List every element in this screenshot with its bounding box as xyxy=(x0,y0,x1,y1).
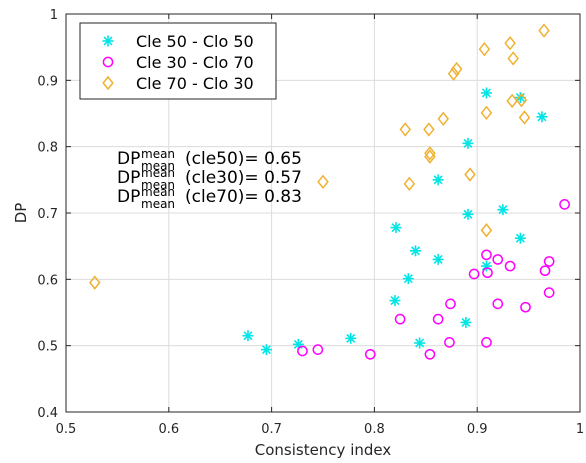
circle-data-point xyxy=(543,256,555,267)
x-axis-label: Consistency index xyxy=(255,441,392,459)
asterisk-data-point xyxy=(432,174,444,186)
y-tick-label: 0.6 xyxy=(37,273,58,288)
legend-diamond-marker xyxy=(102,75,114,91)
asterisk-data-point xyxy=(345,332,357,344)
x-tick-label: 0.7 xyxy=(261,422,282,437)
y-tick-label: 1 xyxy=(50,8,58,23)
diamond-data-point xyxy=(478,41,491,57)
mean-annotation-value: (cle30)= 0.57 xyxy=(185,168,302,188)
mean-annotation-subscript: mean xyxy=(141,178,175,192)
diamond-data-point xyxy=(504,35,516,51)
mean-annotation-value: (cle70)= 0.83 xyxy=(185,187,302,207)
diamond-data-point xyxy=(538,23,550,38)
diamond-data-point xyxy=(317,174,329,190)
y-tick-label: 0.4 xyxy=(37,406,58,421)
circle-data-point xyxy=(445,298,456,310)
circle-data-point xyxy=(481,249,492,261)
mean-annotation-superscript: mean xyxy=(141,166,175,180)
y-tick-labels: 0.4 0.5 0.6 0.7 0.8 0.9 1 xyxy=(37,8,58,421)
x-tick-label: 0.6 xyxy=(158,422,179,437)
circle-data-point xyxy=(297,345,308,357)
legend-label: Cle 70 - Clo 30 xyxy=(136,74,254,93)
asterisk-data-point xyxy=(432,253,444,265)
x-tick-labels: 0.5 0.6 0.7 0.8 0.9 1 xyxy=(56,422,584,437)
diamond-data-point xyxy=(437,111,450,127)
asterisk-data-point xyxy=(410,245,422,257)
y-axis-label: DP xyxy=(12,203,30,224)
circle-data-point xyxy=(559,199,570,210)
asterisk-data-point xyxy=(260,344,272,356)
diamond-data-point xyxy=(424,149,436,164)
x-tick-label: 0.5 xyxy=(56,422,77,437)
y-tick-label: 0.5 xyxy=(37,340,58,355)
diamond-data-point xyxy=(518,110,531,125)
circle-data-point xyxy=(543,287,555,298)
diamond-data-point xyxy=(480,223,493,238)
legend-circle-marker xyxy=(102,56,114,68)
plot-frame xyxy=(65,13,581,413)
circle-data-point xyxy=(492,298,504,310)
circle-data-point xyxy=(364,348,376,360)
y-tick-label: 0.8 xyxy=(37,141,58,156)
asterisk-data-point xyxy=(462,208,474,220)
diamond-data-point xyxy=(424,146,436,161)
y-tick-label: 0.7 xyxy=(37,207,58,222)
asterisk-data-point xyxy=(462,137,474,149)
y-tick-label: 0.9 xyxy=(37,74,58,89)
asterisk-data-point xyxy=(480,87,492,99)
legend-label: Cle 50 - Clo 50 xyxy=(136,32,254,51)
diamond-data-point xyxy=(89,275,101,290)
asterisk-data-point xyxy=(389,295,401,307)
circle-data-point xyxy=(468,268,480,280)
mean-annotation: DP xyxy=(117,187,140,207)
circle-data-point xyxy=(504,260,516,272)
diamond-data-point xyxy=(447,66,460,81)
legend-label: Cle 30 - Clo 70 xyxy=(136,53,254,72)
legend-asterisk-marker xyxy=(102,35,114,47)
diamond-data-point xyxy=(506,93,518,109)
circle-data-point xyxy=(394,313,406,325)
mean-annotation: DP xyxy=(117,149,140,169)
asterisk-data-point xyxy=(514,232,526,244)
legend: Cle 50 - Clo 50 Cle 30 - Clo 70 Cle 70 - C… xyxy=(79,22,277,100)
mean-annotation: DP xyxy=(117,168,140,188)
circle-data-point xyxy=(492,254,504,265)
circle-data-point xyxy=(520,301,531,313)
circle-data-point xyxy=(424,348,436,360)
circle-data-point xyxy=(444,337,455,348)
diamond-data-point xyxy=(480,105,493,121)
asterisk-data-point xyxy=(536,111,548,123)
asterisk-data-point xyxy=(402,273,414,285)
data-markers xyxy=(89,23,570,360)
circle-data-point xyxy=(482,267,493,279)
circle-data-point xyxy=(481,337,492,348)
diamond-data-point xyxy=(515,93,528,108)
diamond-data-point xyxy=(450,61,463,77)
x-tick-label: 0.9 xyxy=(467,422,488,437)
legend-items: Cle 50 - Clo 50 Cle 30 - Clo 70 Cle 70 - C… xyxy=(102,32,254,93)
asterisk-data-point xyxy=(414,337,426,349)
asterisk-data-point xyxy=(242,330,254,342)
diamond-data-point xyxy=(399,122,412,137)
mean-annotation-superscript: mean xyxy=(141,185,175,199)
x-tick-label: 1 xyxy=(576,422,584,437)
asterisk-data-point xyxy=(390,222,402,234)
circle-data-point xyxy=(432,313,444,325)
diamond-data-point xyxy=(403,176,416,192)
mean-annotation-superscript: mean xyxy=(141,147,175,161)
asterisk-data-point xyxy=(460,316,472,328)
circle-data-point xyxy=(312,344,324,355)
mean-annotation-value: (cle50)= 0.65 xyxy=(185,149,302,169)
circle-data-point xyxy=(539,265,551,277)
mean-annotation-subscript: mean xyxy=(141,159,175,173)
asterisk-data-point xyxy=(497,204,509,216)
diamond-data-point xyxy=(464,167,476,182)
diamond-data-point xyxy=(507,51,519,66)
mean-annotation-subscript: mean xyxy=(141,197,175,211)
x-tick-label: 0.8 xyxy=(364,422,385,437)
diamond-data-point xyxy=(423,122,435,137)
